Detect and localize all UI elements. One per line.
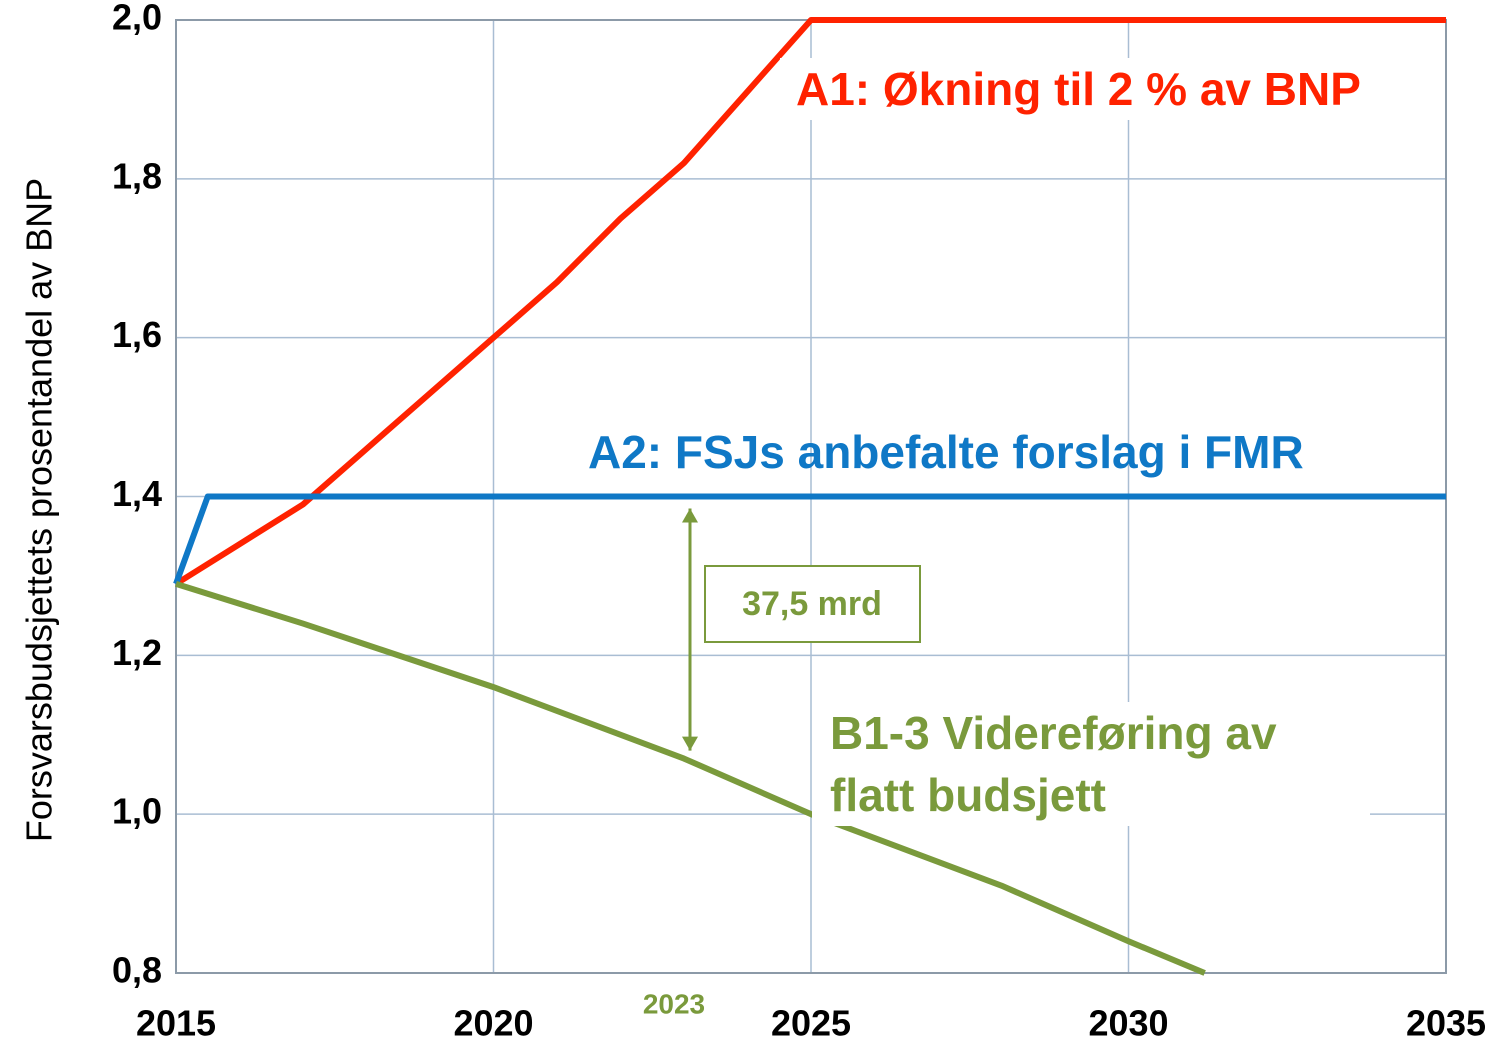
- y-tick-label: 1,8: [112, 155, 162, 196]
- x-tick-label: 2025: [771, 1003, 851, 1044]
- arrow-head: [682, 736, 698, 751]
- series-line: [175, 580, 1206, 976]
- y-tick-label: 2,0: [112, 0, 162, 38]
- series-label: A1: Økning til 2 % av BNP: [780, 58, 1377, 120]
- x-tick-label: 2035: [1406, 1003, 1486, 1044]
- arrow-head: [682, 508, 698, 523]
- annotation-box: [704, 565, 921, 643]
- annotation-text: 37,5 mrd: [742, 585, 882, 623]
- y-axis-label: Forsvarsbudsjettets prosentandel av BNP: [19, 178, 60, 842]
- annotation-year: 2023: [643, 988, 705, 1019]
- y-tick-label: 1,2: [112, 632, 162, 673]
- y-tick-label: 0,8: [112, 950, 162, 991]
- y-tick-label: 1,6: [112, 314, 162, 355]
- series-line: [174, 17, 1446, 587]
- x-tick-label: 2030: [1088, 1003, 1168, 1044]
- series-label: B1-3 Videreføring av flatt budsjett: [812, 702, 1370, 826]
- y-tick-label: 1,0: [112, 791, 162, 832]
- series-label: A2: FSJs anbefalte forslag i FMR: [588, 426, 1304, 478]
- series-line: [173, 493, 1446, 585]
- x-tick-label: 2020: [453, 1003, 533, 1044]
- y-tick-label: 1,4: [112, 473, 162, 514]
- x-tick-label: 2015: [136, 1003, 216, 1044]
